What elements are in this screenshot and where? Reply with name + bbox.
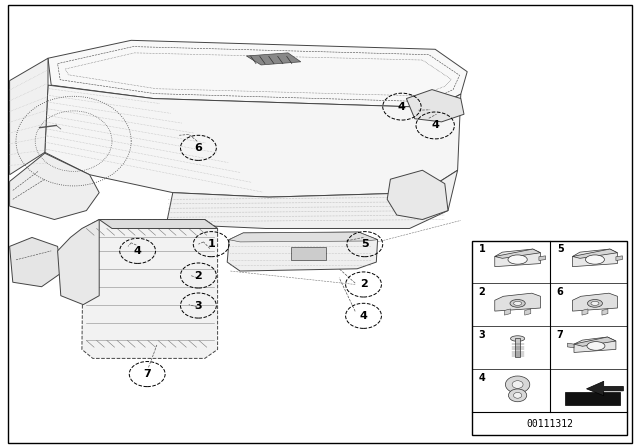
Polygon shape — [586, 381, 623, 396]
Polygon shape — [495, 249, 540, 258]
Ellipse shape — [511, 336, 525, 341]
Text: 3: 3 — [479, 330, 486, 340]
Text: 1: 1 — [479, 244, 486, 254]
Ellipse shape — [508, 255, 527, 264]
Text: 3: 3 — [195, 301, 202, 310]
Circle shape — [508, 389, 527, 402]
Polygon shape — [227, 232, 378, 271]
Text: 1: 1 — [207, 239, 215, 249]
Text: 6: 6 — [195, 143, 202, 153]
Polygon shape — [573, 293, 618, 311]
Text: 5: 5 — [361, 239, 369, 249]
Polygon shape — [246, 53, 301, 65]
Ellipse shape — [591, 302, 599, 306]
Bar — [515, 338, 520, 357]
Polygon shape — [504, 309, 511, 315]
Polygon shape — [58, 220, 99, 305]
Text: 4: 4 — [431, 121, 439, 130]
Polygon shape — [568, 343, 574, 348]
Ellipse shape — [587, 342, 605, 350]
Ellipse shape — [510, 300, 525, 307]
Text: 4: 4 — [398, 102, 406, 112]
Text: 2: 2 — [195, 271, 202, 280]
Polygon shape — [166, 170, 458, 228]
Ellipse shape — [513, 302, 522, 306]
Polygon shape — [387, 170, 448, 220]
Polygon shape — [539, 256, 545, 260]
Polygon shape — [48, 40, 467, 108]
Text: 5: 5 — [557, 244, 564, 254]
Polygon shape — [45, 85, 461, 197]
Bar — [472, 241, 627, 435]
Polygon shape — [573, 249, 618, 258]
Text: 2: 2 — [360, 280, 367, 289]
Polygon shape — [574, 337, 616, 353]
Polygon shape — [582, 309, 588, 315]
Text: 00111312: 00111312 — [526, 419, 573, 429]
Text: 4: 4 — [479, 373, 486, 383]
Ellipse shape — [588, 300, 602, 307]
Circle shape — [506, 376, 530, 393]
Polygon shape — [525, 309, 531, 315]
Polygon shape — [99, 220, 218, 228]
Bar — [291, 247, 326, 260]
Polygon shape — [10, 237, 61, 287]
Polygon shape — [573, 249, 618, 267]
Text: 4: 4 — [134, 246, 141, 256]
Text: 7: 7 — [143, 369, 151, 379]
Text: 7: 7 — [557, 330, 564, 340]
Polygon shape — [10, 153, 99, 220]
Text: 4: 4 — [360, 311, 367, 321]
Text: 6: 6 — [557, 287, 564, 297]
Polygon shape — [574, 337, 616, 346]
Polygon shape — [229, 232, 378, 242]
Polygon shape — [495, 293, 540, 311]
Text: 2: 2 — [479, 287, 486, 297]
Ellipse shape — [586, 255, 604, 264]
Polygon shape — [616, 256, 622, 260]
Polygon shape — [602, 309, 608, 315]
Polygon shape — [82, 220, 218, 358]
Polygon shape — [495, 249, 540, 267]
Polygon shape — [406, 90, 464, 122]
Polygon shape — [10, 58, 48, 175]
Bar — [565, 392, 620, 405]
Circle shape — [512, 381, 523, 388]
Circle shape — [513, 392, 522, 398]
